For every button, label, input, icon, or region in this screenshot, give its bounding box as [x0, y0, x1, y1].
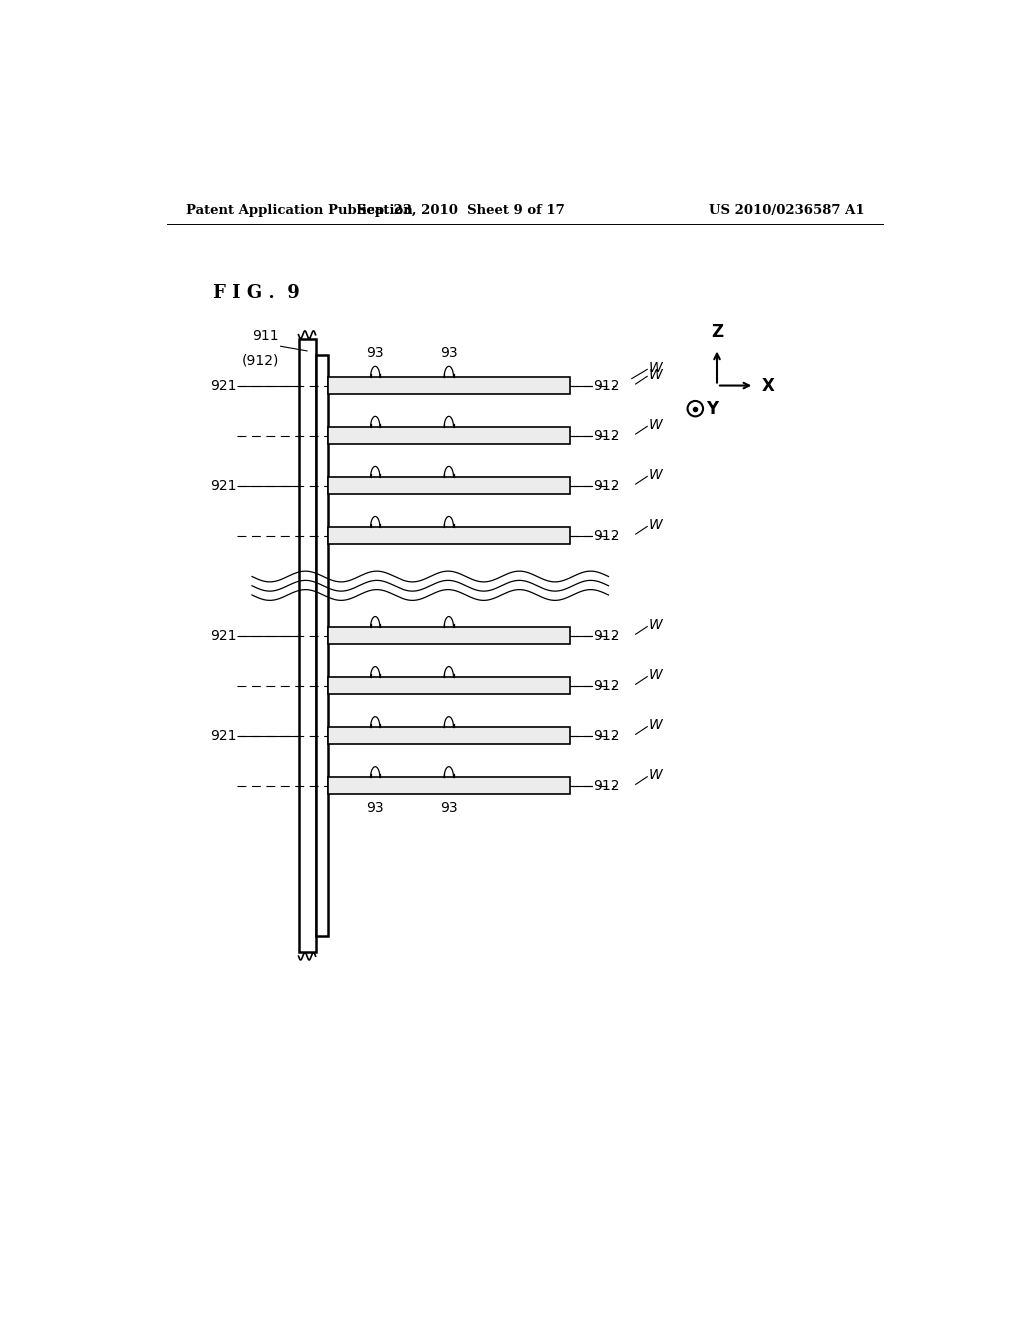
Text: 912: 912 — [593, 628, 620, 643]
Circle shape — [687, 401, 703, 416]
Bar — [328, 777, 569, 795]
Text: 912: 912 — [593, 678, 620, 693]
Text: 912: 912 — [593, 779, 620, 793]
Text: W: W — [649, 418, 663, 432]
Text: Z: Z — [711, 323, 723, 341]
Text: 93: 93 — [440, 800, 458, 814]
Text: W: W — [649, 368, 663, 381]
Text: 912: 912 — [593, 429, 620, 442]
Text: Patent Application Publication: Patent Application Publication — [186, 205, 413, 218]
Bar — [328, 378, 569, 393]
Text: X: X — [762, 376, 775, 395]
Bar — [328, 677, 569, 694]
Text: Y: Y — [707, 400, 718, 417]
Text: W: W — [649, 517, 663, 532]
Text: 921: 921 — [210, 479, 237, 492]
Text: US 2010/0236587 A1: US 2010/0236587 A1 — [709, 205, 864, 218]
Text: 912: 912 — [593, 479, 620, 492]
Bar — [328, 627, 569, 644]
Text: 912: 912 — [593, 729, 620, 743]
Bar — [328, 727, 569, 744]
Text: F I G .  9: F I G . 9 — [213, 284, 300, 302]
Text: 921: 921 — [210, 628, 237, 643]
Bar — [328, 527, 569, 544]
Text: W: W — [649, 668, 663, 682]
Text: W: W — [649, 718, 663, 733]
Text: 921: 921 — [210, 729, 237, 743]
Text: 93: 93 — [367, 800, 384, 814]
Text: (912): (912) — [242, 354, 280, 368]
Text: 93: 93 — [440, 346, 458, 360]
Bar — [315, 355, 328, 936]
Text: 921: 921 — [210, 379, 237, 392]
Text: 93: 93 — [367, 346, 384, 360]
Bar — [299, 339, 315, 952]
Bar — [328, 478, 569, 494]
Text: W: W — [649, 768, 663, 783]
Text: 912: 912 — [593, 529, 620, 543]
Text: 911: 911 — [253, 329, 280, 343]
Text: W: W — [649, 618, 663, 632]
Text: Sep. 23, 2010  Sheet 9 of 17: Sep. 23, 2010 Sheet 9 of 17 — [357, 205, 565, 218]
Text: 912: 912 — [593, 379, 620, 392]
Bar — [328, 428, 569, 444]
Text: W: W — [649, 467, 663, 482]
Text: W: W — [649, 360, 663, 375]
